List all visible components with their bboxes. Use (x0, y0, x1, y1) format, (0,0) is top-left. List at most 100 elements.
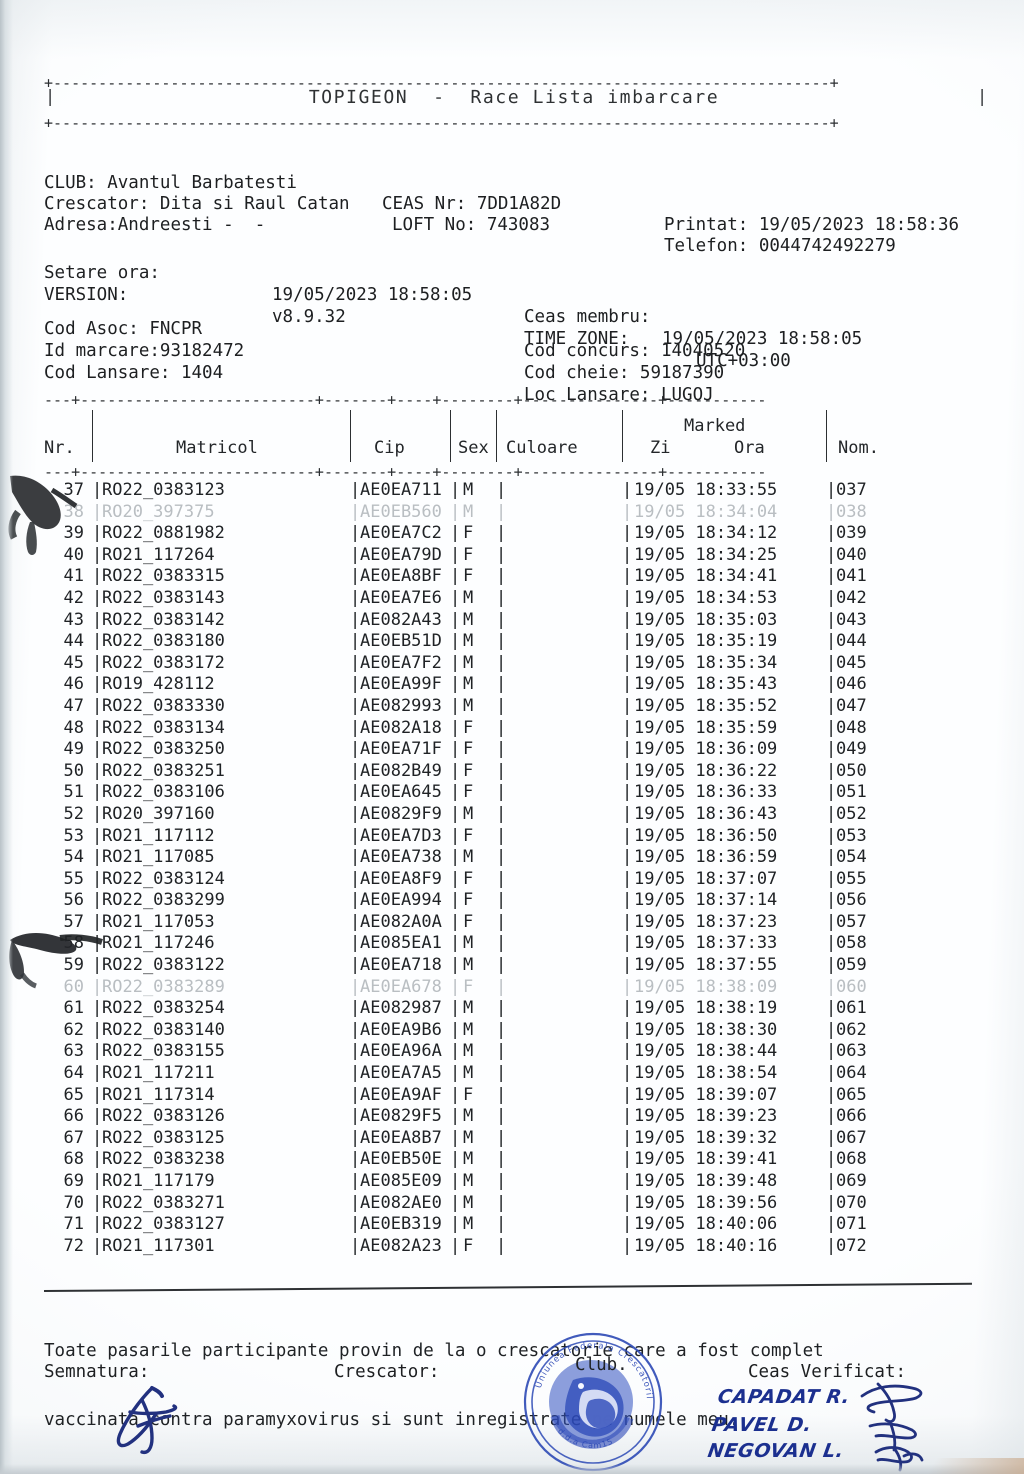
cell-marked-datetime: 19/05 18:38:09 (634, 976, 778, 997)
cell-marked-datetime: 19/05 18:35:43 (634, 674, 778, 695)
row-divider-1: | (92, 1192, 103, 1213)
cell-sex: M (463, 609, 474, 630)
cell-sex: M (463, 1127, 474, 1148)
cell-sex: F (463, 523, 474, 544)
row-divider-2: | (350, 566, 361, 587)
row-divider-6: | (826, 631, 837, 652)
cell-marked-datetime: 19/05 18:40:06 (634, 1214, 778, 1235)
cell-matricol: RO22_0383289 (102, 976, 225, 997)
table-row: 51 | RO22_0383106 | AE0EA645 | F | | 19/05 18:36:… (44, 782, 988, 804)
club-stamp-icon: Uniunea Federala Crescatorilor d.d.a Cam… (521, 1330, 663, 1472)
header-divider-4 (496, 410, 497, 462)
meta-row-cod-lansare: Cod Lansare: 1404 Loc Lansare: LUGOJ (44, 340, 1004, 405)
table-row: 39 | RO22_0881982 | AE0EA7C2 | F | | 19/05 18:34:… (44, 523, 988, 545)
cell-nr: 58 (63, 933, 84, 954)
row-divider-1: | (92, 587, 103, 608)
row-divider-1: | (92, 1171, 103, 1191)
cell-nom: 066 (836, 1106, 867, 1127)
table-row: 54 | RO21_117085 | AE0EA738 | M | | 19/05 18:36:5… (44, 847, 988, 869)
cell-nom: 068 (836, 1149, 867, 1170)
ceas-nr-label: CEAS Nr: (382, 194, 477, 214)
cell-cip: AE0EA99F (360, 674, 442, 695)
cell-nom: 048 (836, 717, 867, 738)
row-divider-5: | (622, 1106, 633, 1127)
cell-cip: AE0EA9AF (360, 1084, 442, 1105)
cell-nr: 37 (63, 480, 84, 500)
col-header-culoare: Culoare (506, 438, 578, 458)
row-divider-2: | (350, 1063, 361, 1084)
cell-marked-datetime: 19/05 18:39:32 (634, 1127, 778, 1148)
cell-sex: M (463, 1041, 474, 1062)
row-divider-6: | (826, 674, 837, 695)
cell-matricol: RO21_117053 (102, 911, 215, 932)
cod-asoc-label: Cod Asoc: (44, 319, 150, 339)
loft-no-label: LOFT No: (392, 215, 487, 235)
cell-marked-datetime: 19/05 18:36:33 (634, 782, 778, 803)
table-row: 52 | RO20_397160 | AE0829F9 | M | | 19/05 18:36:4… (44, 804, 988, 826)
table-row: 65 | RO21_117314 | AE0EA9AF | F | | 19/05 18:39:0… (44, 1085, 988, 1107)
cell-cip: AE0EA994 (360, 890, 442, 911)
row-divider-1: | (92, 609, 103, 630)
cell-nom: 044 (836, 631, 867, 652)
table-row: 60 | RO22_0383289 | AE0EA678 | F | | 19/05 18:38:… (44, 977, 988, 999)
col-header-cip: Cip (374, 438, 405, 458)
cell-matricol: RO22_0383142 (102, 609, 225, 630)
row-divider-4: | (496, 976, 507, 997)
table-header-row: Nr. Matricol Cip Sex Culoare Marked Zi O… (44, 408, 988, 464)
header-divider-6 (826, 410, 827, 462)
row-divider-3: | (450, 760, 461, 781)
cell-matricol: RO21_117264 (102, 544, 215, 565)
cell-cip: AE0EA8B7 (360, 1127, 442, 1148)
cell-sex: F (463, 868, 474, 889)
cell-nr: 42 (63, 587, 84, 608)
row-divider-1: | (92, 1235, 103, 1256)
row-divider-6: | (826, 890, 837, 911)
row-divider-4: | (496, 760, 507, 781)
cell-cip: AE082AE0 (360, 1192, 442, 1213)
loc-lansare-field: Loc Lansare: LUGOJ (524, 384, 714, 406)
cell-sex: M (463, 631, 474, 652)
row-divider-3: | (450, 1063, 461, 1084)
cell-nr: 61 (63, 998, 84, 1019)
cell-sex: F (463, 760, 474, 781)
cell-nr: 56 (63, 890, 84, 911)
row-divider-1: | (92, 890, 103, 911)
row-divider-1: | (92, 1084, 103, 1105)
cell-sex: F (463, 911, 474, 932)
table-row: 72 | RO21_117301 | AE082A23 | F | | 19/05 18:40:1… (44, 1236, 988, 1258)
cell-matricol: RO22_0383106 (102, 782, 225, 803)
col-header-sex: Sex (458, 438, 489, 458)
meta-row-version: VERSION: v8.9.32 TIME ZONE: UTC+03:00 (44, 262, 1004, 371)
cell-marked-datetime: 19/05 18:39:07 (634, 1084, 778, 1105)
col-header-zi: Zi (650, 438, 671, 458)
row-divider-6: | (826, 1192, 837, 1213)
cell-nr: 55 (63, 868, 84, 889)
row-divider-4: | (496, 933, 507, 954)
cell-cip: AE0EA9B6 (360, 1019, 442, 1040)
cell-matricol: RO20_397160 (102, 803, 215, 824)
cell-sex: M (463, 955, 474, 976)
row-divider-4: | (496, 739, 507, 760)
cell-sex: M (463, 587, 474, 608)
row-divider-1: | (92, 976, 103, 997)
row-divider-6: | (826, 825, 837, 846)
cell-nr: 63 (63, 1041, 84, 1062)
row-divider-4: | (496, 868, 507, 889)
stamp-club-label: Club. (575, 1355, 628, 1375)
cell-marked-datetime: 19/05 18:34:41 (634, 566, 778, 587)
row-divider-3: | (450, 890, 461, 911)
cell-nr: 72 (63, 1235, 84, 1256)
verifier-name-2: PAVEL D. (710, 1414, 814, 1436)
row-divider-6: | (826, 609, 837, 630)
col-header-nom: Nom. (838, 438, 879, 458)
cell-marked-datetime: 19/05 18:33:55 (634, 480, 778, 500)
row-divider-2: | (350, 1019, 361, 1040)
setare-ora-label: Setare ora: (44, 263, 160, 283)
row-divider-4: | (496, 631, 507, 652)
row-divider-4: | (496, 652, 507, 673)
row-divider-6: | (826, 717, 837, 738)
time-zone-label: TIME ZONE: (524, 329, 630, 349)
cell-cip: AE0EB319 (360, 1214, 442, 1235)
row-divider-6: | (826, 480, 837, 500)
row-divider-2: | (350, 480, 361, 500)
